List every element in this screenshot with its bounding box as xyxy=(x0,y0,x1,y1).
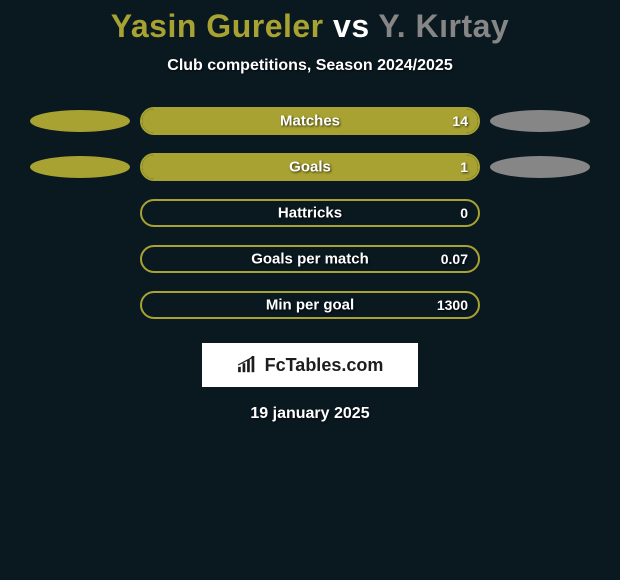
stat-row: Goals1 xyxy=(0,153,620,181)
stat-value: 0.07 xyxy=(441,251,468,267)
stat-label: Min per goal xyxy=(142,297,478,314)
barchart-icon xyxy=(237,356,259,374)
logo-box: FcTables.com xyxy=(202,343,418,387)
player1-pill xyxy=(30,110,130,132)
pill-spacer xyxy=(490,248,590,270)
title-player1: Yasin Gureler xyxy=(111,8,324,44)
stat-value: 0 xyxy=(460,205,468,221)
pill-spacer xyxy=(30,248,130,270)
stat-row: Matches14 xyxy=(0,107,620,135)
stat-bar: Hattricks0 xyxy=(140,199,480,227)
player2-pill xyxy=(490,110,590,132)
page-title: Yasin Gureler vs Y. Kırtay xyxy=(0,0,620,45)
stat-label: Hattricks xyxy=(142,205,478,222)
stat-label: Matches xyxy=(142,113,478,130)
stat-value: 14 xyxy=(452,113,468,129)
pill-spacer xyxy=(490,294,590,316)
player2-pill xyxy=(490,156,590,178)
pill-spacer xyxy=(30,294,130,316)
stat-label: Goals xyxy=(142,159,478,176)
content: Yasin Gureler vs Y. Kırtay Club competit… xyxy=(0,0,620,580)
stat-row: Hattricks0 xyxy=(0,199,620,227)
date-text: 19 january 2025 xyxy=(0,405,620,423)
subtitle: Club competitions, Season 2024/2025 xyxy=(0,57,620,75)
pill-spacer xyxy=(30,202,130,224)
logo-text: FcTables.com xyxy=(265,355,384,376)
stat-bar: Goals per match0.07 xyxy=(140,245,480,273)
stat-rows: Matches14 Goals1 Hattricks0 Goals per match… xyxy=(0,107,620,319)
stat-label: Goals per match xyxy=(142,251,478,268)
title-vs: vs xyxy=(333,8,370,44)
player1-pill xyxy=(30,156,130,178)
stat-row: Min per goal1300 xyxy=(0,291,620,319)
pill-spacer xyxy=(490,202,590,224)
stat-bar: Goals1 xyxy=(140,153,480,181)
stat-value: 1 xyxy=(460,159,468,175)
stat-row: Goals per match0.07 xyxy=(0,245,620,273)
stat-bar: Min per goal1300 xyxy=(140,291,480,319)
title-player2: Y. Kırtay xyxy=(378,8,509,44)
stat-bar: Matches14 xyxy=(140,107,480,135)
stat-value: 1300 xyxy=(437,297,468,313)
